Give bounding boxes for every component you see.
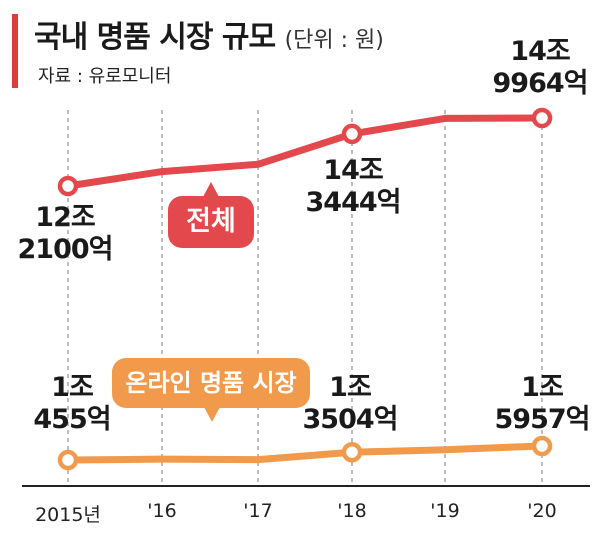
online-point-0 xyxy=(57,449,79,471)
data-label-total-2018: 14조 3444억 xyxy=(305,155,402,218)
chart-title: 국내 명품 시장 규모 (단위 : 원) xyxy=(34,12,384,56)
x-tick-label: 2015년 xyxy=(35,504,101,526)
online-point-5 xyxy=(531,435,553,457)
online-point-3 xyxy=(341,441,363,463)
chart-title-text: 국내 명품 시장 규모 xyxy=(34,20,276,55)
total-point-3 xyxy=(341,123,363,145)
total-point-0 xyxy=(57,175,79,197)
online-series-callout: 온라인 명품 시장 xyxy=(112,358,310,422)
total-series-callout: 전체 xyxy=(168,182,254,248)
total-point-5 xyxy=(531,107,553,129)
x-tick-label: '19 xyxy=(430,500,460,522)
data-label-online-2018: 1조 3504억 xyxy=(302,372,399,435)
data-label-online-2015: 1조 455억 xyxy=(33,372,111,435)
data-label-online-2020: 1조 5957억 xyxy=(494,372,591,435)
chart-source: 자료 : 유로모니터 xyxy=(38,66,172,87)
x-tick-label: '17 xyxy=(243,500,273,522)
chart-unit: (단위 : 원) xyxy=(284,28,384,53)
x-tick-label: '18 xyxy=(337,500,367,522)
x-tick-label: '20 xyxy=(527,500,557,522)
data-label-total-2020: 14조 9964억 xyxy=(492,36,589,99)
total-series-line xyxy=(64,114,546,190)
online-series-line xyxy=(64,442,546,464)
data-label-total-2015: 12조 2100억 xyxy=(17,202,114,265)
x-tick-label: '16 xyxy=(147,500,177,522)
title-accent-bar xyxy=(12,14,18,88)
